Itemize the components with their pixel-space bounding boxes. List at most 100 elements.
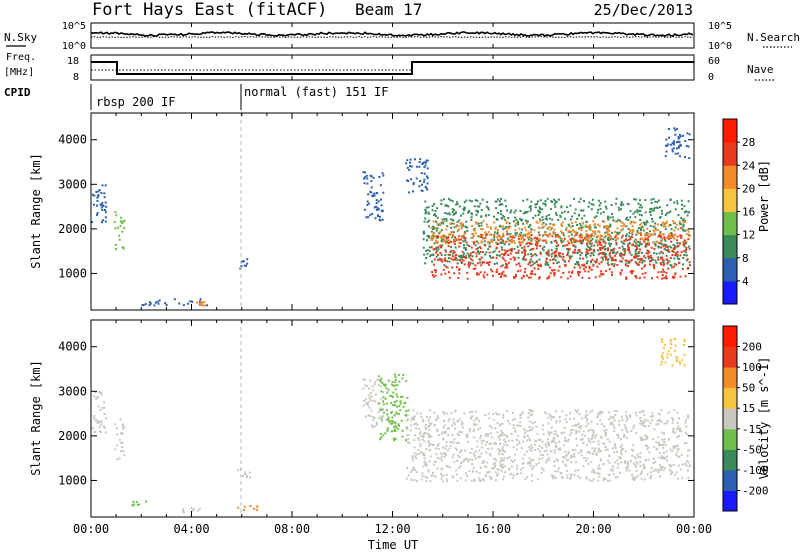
velocity-cell [496,422,499,424]
power-cell [480,240,483,243]
power-cell [441,218,444,221]
velocity-cell [102,425,105,428]
power-cell [448,212,451,215]
power-cell [568,248,571,251]
velocity-cell [249,476,252,479]
velocity-cell [511,476,514,479]
velocity-cell [428,422,431,425]
power-cell [379,198,382,201]
power-cell [375,202,378,204]
velocity-cell [399,402,402,405]
power-cell [557,219,560,221]
power-cell [427,206,430,209]
power-cell [635,262,638,265]
velocity-cell [596,472,599,475]
velocity-region [91,391,108,434]
power-cell [646,221,649,224]
power-cell [458,255,461,258]
power-cell [621,245,624,248]
velocity-cell [412,416,415,419]
power-cell [644,232,647,235]
velocity-cell [560,431,563,434]
power-cell [517,256,520,259]
power-cell [499,235,502,238]
velocity-cell [454,427,456,430]
velocity-cell [669,465,672,468]
power-cell [532,254,535,257]
velocity-cell [571,449,574,451]
power-cell [510,209,513,212]
velocity-cell [554,449,556,452]
power-cell [682,229,685,232]
power-cell [455,203,458,206]
power-cell [435,248,437,251]
velocity-cell [547,459,550,462]
power-cell [433,231,436,234]
power-cell [645,220,648,223]
power-cell [577,274,580,277]
power-cell [620,202,623,205]
power-cell [620,240,623,243]
velocity-cell [418,452,421,455]
velocity-cell [434,447,437,450]
velocity-cell [386,429,389,432]
velocity-cell [663,441,666,444]
velocity-cell [592,440,595,443]
power-cell [530,242,533,245]
power-cell [620,204,622,207]
power-cell [604,200,607,203]
velocity-cell [462,460,465,462]
velocity-cell [429,409,432,412]
power-cell [465,248,468,251]
power-cell [624,264,627,267]
velocity-cell [475,423,478,426]
velocity-cell [445,430,447,433]
power-cell [406,166,409,169]
power-cell [377,214,379,217]
velocity-cell [597,467,600,470]
power-cell [476,205,479,208]
velocity-cell [362,378,365,381]
power-cell [557,269,560,272]
power-cell [505,250,508,253]
power-cell [435,255,438,258]
velocity-cell [196,509,199,512]
power-cell [689,264,691,267]
velocity-cell [621,418,624,421]
power-cell [513,247,516,250]
power-cell [589,228,592,231]
power-cell [557,261,560,264]
velocity-cell [496,413,499,416]
velocity-cell [655,448,658,451]
power-cell [443,218,446,220]
power-cell [500,217,503,220]
velocity-cell [619,471,622,474]
power-cell [367,216,370,219]
power-cell [571,241,574,244]
velocity-cell [468,430,471,433]
velocity-cell [482,439,485,442]
velocity-cell [434,475,437,478]
velocity-cell [406,396,409,399]
power-cell [594,241,597,244]
power-cell [633,198,636,201]
velocity-cell [93,430,96,433]
velocity-cell [620,415,623,418]
velocity-cell [389,420,392,423]
velocity-cell [431,443,434,446]
x-axis: 00:00 04:00 08:00 12:00 16:00 20:00 00:00 [73,23,712,536]
power-cell [677,146,680,149]
velocity-cell [669,338,672,341]
power-cell [123,227,126,229]
power-cell [480,224,483,227]
velocity-cell [555,458,558,461]
power-cell [538,237,541,240]
velocity-cell [516,424,518,427]
power-cell [431,205,434,207]
power-cell [558,253,561,256]
power-cell [670,228,673,231]
velocity-cell [522,427,525,430]
velocity-cell [503,471,506,474]
power-cell [622,203,625,206]
power-cell [446,239,449,241]
